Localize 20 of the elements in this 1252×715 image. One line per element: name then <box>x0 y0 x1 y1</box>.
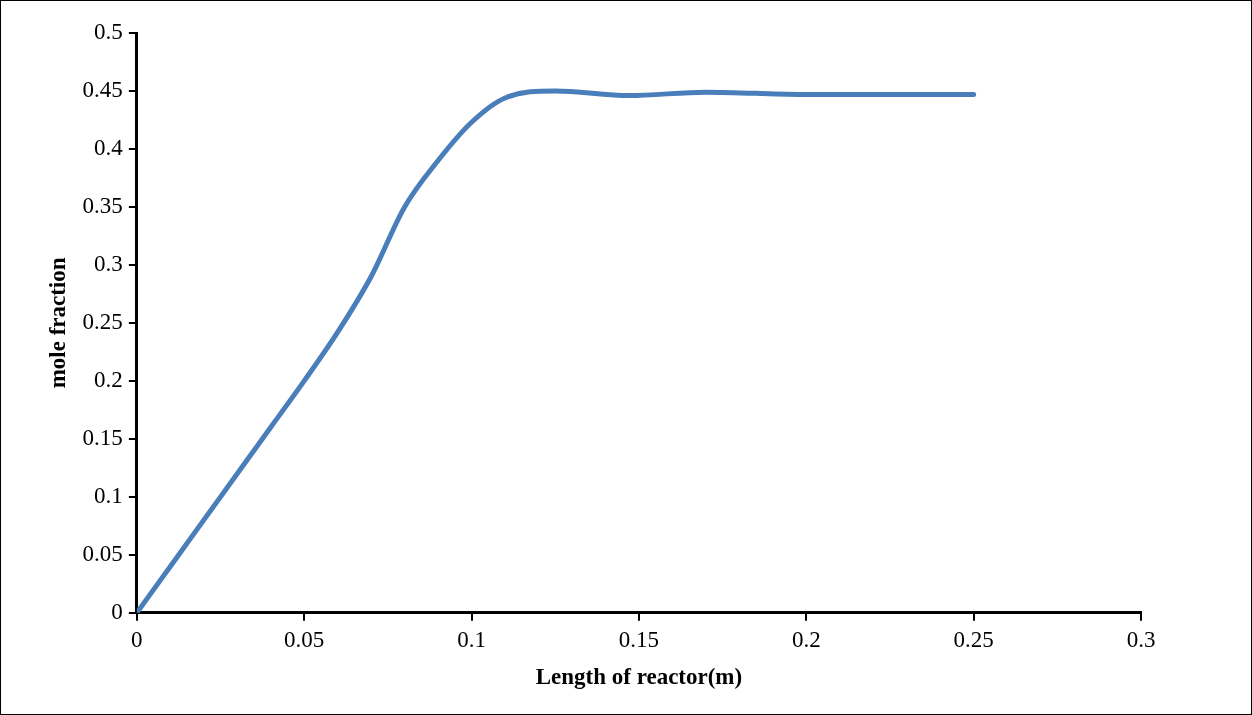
y-tick-label: 0.2 <box>94 366 123 392</box>
y-tick-label: 0.4 <box>94 135 124 161</box>
y-tick-label: 0.25 <box>82 308 123 334</box>
y-tick-label: 0.35 <box>82 192 123 218</box>
x-tick-label: 0.05 <box>284 626 325 652</box>
x-tick-label: 0.25 <box>953 626 994 652</box>
y-tick-label: 0.15 <box>82 424 123 450</box>
y-tick-label: 0.45 <box>82 77 123 103</box>
y-tick-label: 0.3 <box>94 250 123 276</box>
x-tick-label: 0.15 <box>618 626 660 652</box>
x-axis-title: Length of reactor(m) <box>535 664 743 690</box>
y-tick-label: 0.05 <box>82 540 123 566</box>
y-tick-label: 0 <box>111 598 123 624</box>
x-tick-label: 0.3 <box>1126 626 1156 652</box>
x-tick-label: 0.1 <box>457 626 486 652</box>
y-tick-label: 0.5 <box>94 19 123 45</box>
x-tick-label: 0.2 <box>791 626 821 652</box>
y-tick-label: 0.1 <box>94 482 123 508</box>
y-axis-title: mole fraction <box>44 257 70 389</box>
x-tick-label: 0 <box>131 626 143 652</box>
